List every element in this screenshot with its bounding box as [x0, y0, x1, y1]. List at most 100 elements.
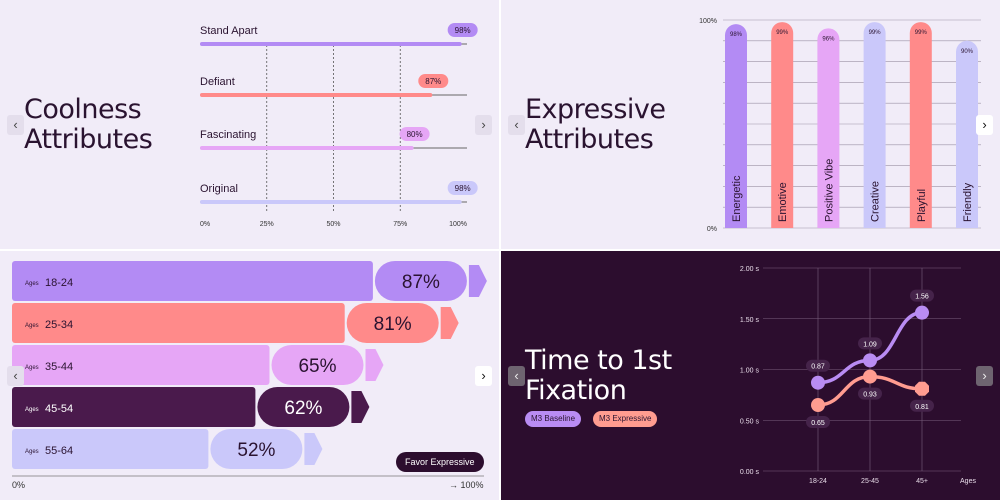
expressive-attributes-panel: 0% 100% 98% Energetic 99% Emotive 96% Positive … — [501, 0, 1000, 249]
expressive-title: Expressive Attributes — [525, 95, 666, 155]
next-button[interactable]: › — [475, 115, 492, 135]
data-label: 99% — [776, 30, 789, 36]
bar-category-label: 35-44 — [45, 361, 73, 373]
data-label: 99% — [915, 30, 928, 36]
data-label: 98% — [455, 184, 471, 193]
x-tick-label: 0% — [200, 221, 210, 228]
data-label-pill — [910, 289, 934, 302]
ages-chart: Ages 18-24 87% Ages 25-34 81% Ages 35-44 65% Ages… — [12, 261, 487, 477]
ages-axis-right: → 100% — [449, 480, 484, 490]
data-label: 1.56 — [915, 294, 929, 301]
favor-expressive-legend: Favor Expressive — [396, 452, 484, 472]
x-tick-label: 75% — [393, 221, 407, 228]
bar-arrow-head — [304, 433, 323, 465]
chevron-right-icon: › — [982, 117, 987, 132]
data-point — [863, 353, 877, 368]
prev-button[interactable]: ‹ — [7, 366, 24, 386]
data-label: 90% — [961, 49, 974, 55]
legend-m3-baseline: M3 Baseline — [525, 411, 582, 427]
fixation-title-line1: Time to 1st — [525, 345, 672, 376]
prev-button[interactable]: ‹ — [7, 115, 24, 135]
bar-pill — [346, 303, 439, 343]
bar — [200, 42, 462, 46]
bar-category-label: Friendly — [962, 182, 974, 222]
bar-pill — [374, 261, 467, 301]
y-tick-label: 1.50 s — [740, 317, 760, 324]
bar — [817, 28, 840, 228]
data-point — [915, 305, 929, 320]
bar-category-label: Stand Apart — [200, 25, 258, 37]
data-label: 65% — [298, 356, 336, 377]
bar-arrow-head — [440, 307, 459, 339]
expressive-title-line2: Attributes — [525, 124, 654, 155]
legend-m3-expressive: M3 Expressive — [593, 411, 658, 427]
bar — [200, 146, 414, 150]
data-label-pill — [418, 74, 449, 88]
data-label: 0.65 — [811, 420, 825, 427]
bar — [12, 345, 270, 385]
data-label-pill — [858, 337, 882, 350]
data-label-pill — [399, 127, 430, 141]
data-label: 80% — [407, 130, 423, 139]
data-label-pill — [806, 359, 830, 372]
ages-panel: Ages 18-24 87% Ages 25-34 81% Ages 35-44 65% Ages… — [0, 251, 499, 500]
next-button[interactable]: › — [976, 115, 993, 135]
next-button[interactable]: › — [976, 366, 993, 386]
x-tick-label: 18-24 — [809, 478, 827, 485]
expressive-title-line1: Expressive — [525, 94, 666, 125]
prev-button[interactable]: ‹ — [508, 115, 525, 135]
data-label: 99% — [869, 30, 882, 36]
bar — [725, 24, 747, 228]
data-label: 1.09 — [863, 341, 877, 348]
bar-category-label: Creative — [870, 181, 882, 222]
bar-arrow-head — [351, 391, 370, 423]
data-label: 87% — [402, 272, 440, 293]
data-label: 81% — [374, 314, 412, 335]
data-label-pill — [858, 387, 882, 400]
data-point — [863, 369, 877, 384]
chevron-right-icon: › — [481, 368, 486, 383]
fixation-title: Time to 1st Fixation — [525, 346, 672, 406]
bar-category-label: 25-34 — [45, 319, 73, 331]
fixation-title-line2: Fixation — [525, 375, 627, 406]
bar — [956, 40, 978, 228]
x-tick-label: 100% — [449, 221, 467, 228]
fixation-panel: 0.00 s 0.50 s 1.00 s 1.50 s 2.00 s 18-24 25-45… — [501, 251, 1000, 500]
chevron-left-icon: ‹ — [514, 117, 519, 132]
data-label: 87% — [425, 77, 441, 86]
bar — [909, 22, 932, 228]
fixation-chart: 0.00 s 0.50 s 1.00 s 1.50 s 2.00 s 18-24 25-45… — [740, 266, 977, 485]
data-label-pill — [910, 399, 934, 412]
bar-category-label: Emotive — [777, 182, 789, 222]
chevron-left-icon: ‹ — [13, 368, 18, 383]
data-label-pill — [447, 23, 478, 37]
bar-category-label: 45-54 — [45, 403, 73, 415]
bar — [863, 22, 886, 228]
ages-axis-left: 0% — [12, 480, 26, 490]
bar-category-prefix: Ages — [25, 281, 39, 287]
y-tick-label: 0.50 s — [740, 418, 760, 425]
prev-button[interactable]: ‹ — [508, 366, 525, 386]
data-label: 0.81 — [915, 404, 929, 411]
bar-category-prefix: Ages — [25, 449, 39, 455]
next-button[interactable]: › — [475, 366, 492, 386]
bar-category-prefix: Ages — [25, 365, 39, 371]
coolness-title: Coolness Attributes — [24, 95, 153, 155]
bar-category-label: Fascinating — [200, 129, 256, 141]
data-label: 62% — [284, 398, 322, 419]
data-point — [811, 375, 825, 390]
y-tick-label: 100% — [699, 18, 717, 25]
chevron-left-icon: ‹ — [514, 368, 519, 383]
bar-category-label: 18-24 — [45, 277, 73, 289]
data-label: 0.93 — [863, 392, 877, 399]
bar-arrow-head — [468, 265, 487, 297]
coolness-title-line2: Attributes — [24, 124, 153, 155]
bar — [12, 303, 345, 343]
y-tick-label: 0.00 s — [740, 469, 760, 476]
coolness-attributes-panel: Stand Apart 98% Defiant 87% Fascinating 80% Or… — [0, 0, 499, 249]
bar-category-label: Energetic — [731, 175, 743, 222]
y-tick-label: 0% — [707, 226, 717, 233]
chevron-right-icon: › — [481, 117, 486, 132]
bar-category-prefix: Ages — [25, 407, 39, 413]
chevron-right-icon: › — [982, 368, 987, 383]
